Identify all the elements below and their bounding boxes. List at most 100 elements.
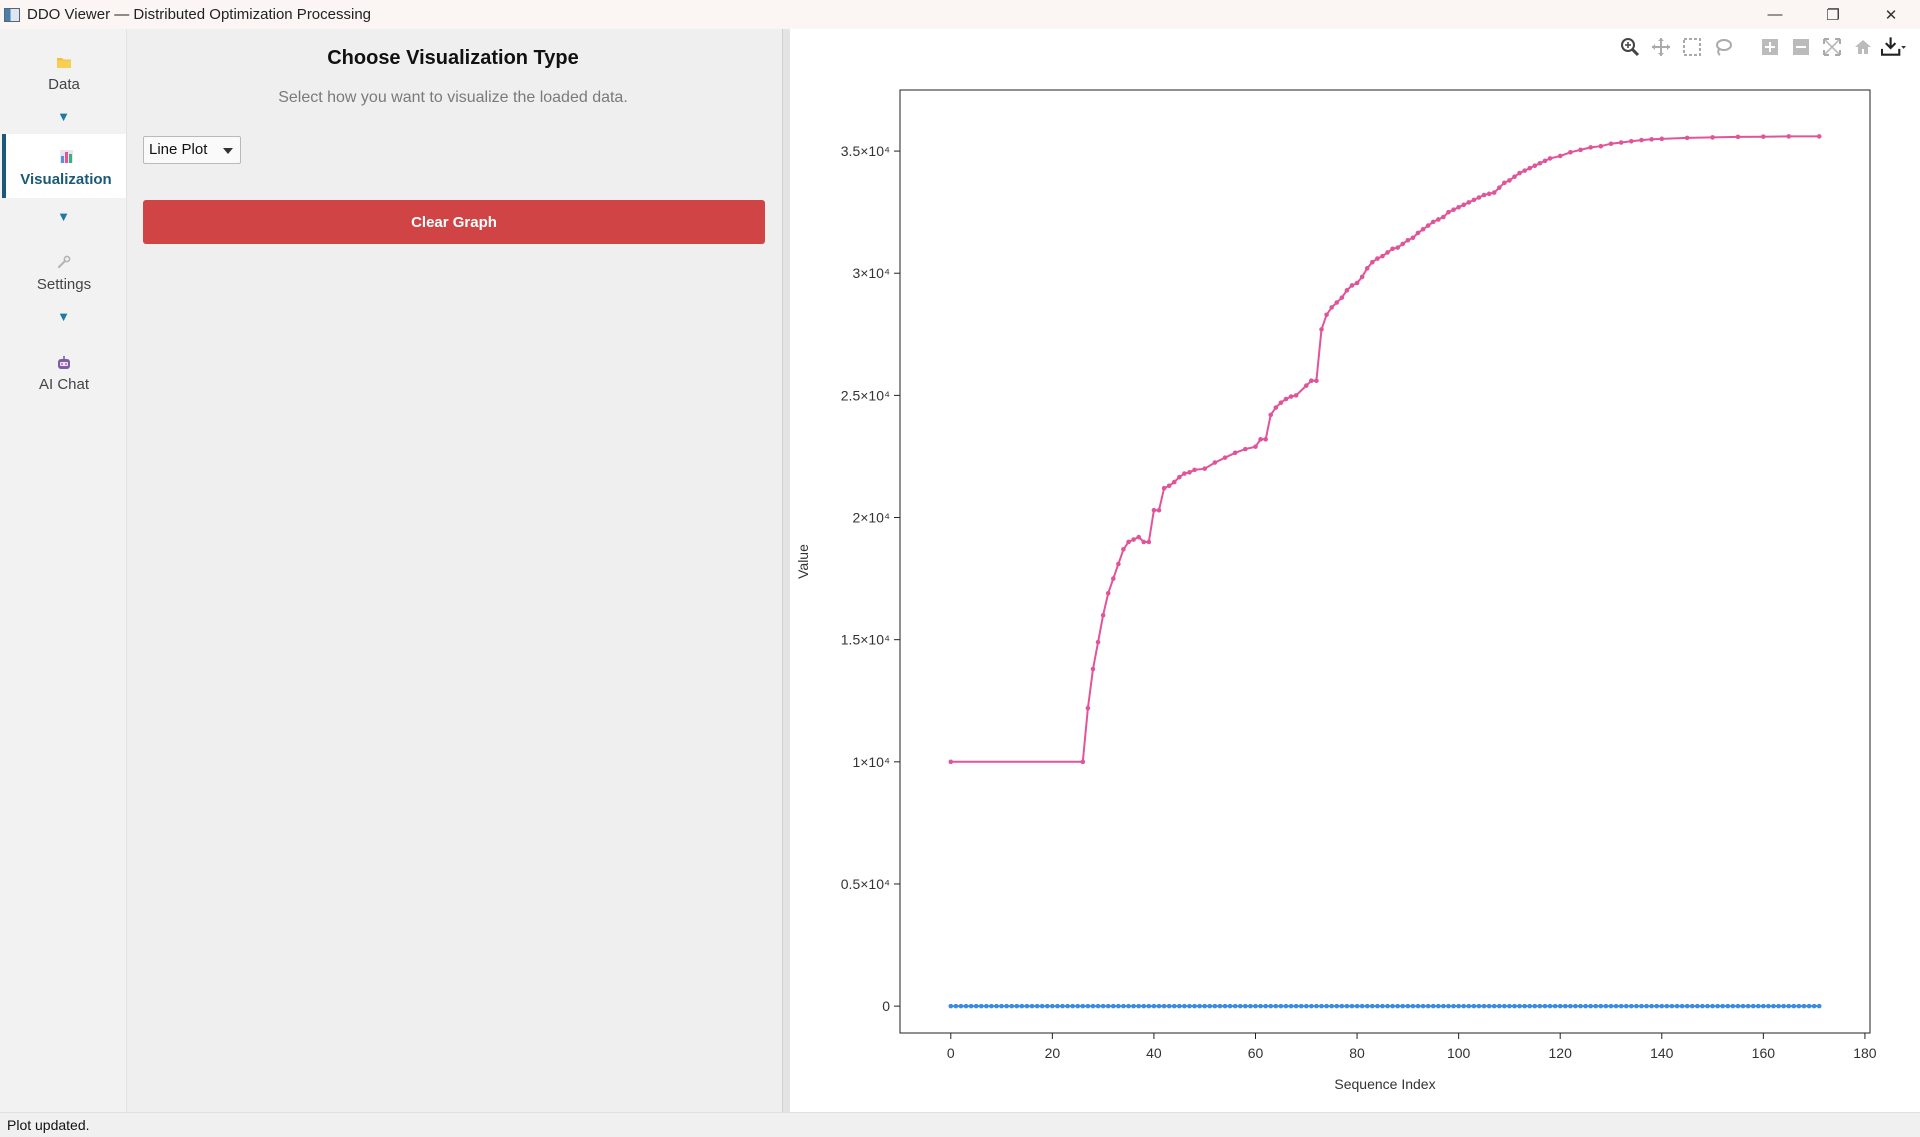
series-1-point bbox=[1542, 1003, 1548, 1009]
series-0-point bbox=[1309, 378, 1314, 384]
series-1-point bbox=[1720, 1003, 1726, 1009]
series-0-point bbox=[1608, 141, 1614, 147]
series-1-point bbox=[1796, 1003, 1802, 1009]
sidebar-item-settings[interactable]: Settings bbox=[2, 239, 126, 303]
series-0-point bbox=[1537, 160, 1543, 166]
series-0-point bbox=[1232, 450, 1238, 456]
series-1-point bbox=[1334, 1003, 1340, 1009]
series-1-point bbox=[1370, 1003, 1375, 1009]
y-tick-label: 3×10⁴ bbox=[852, 265, 890, 281]
series-0-point bbox=[1324, 312, 1329, 318]
series-1-point bbox=[978, 1003, 984, 1009]
zoom-out-icon[interactable] bbox=[1788, 35, 1813, 59]
series-0-point bbox=[1710, 135, 1715, 140]
x-tick-label: 140 bbox=[1650, 1045, 1674, 1061]
series-1-point bbox=[1314, 1003, 1319, 1009]
download-icon[interactable] bbox=[1881, 35, 1906, 59]
autoscale-icon[interactable] bbox=[1819, 35, 1844, 59]
line-chart[interactable]: 0 20 40 60 80 100 120 140 160 180 0 0.5×10⁴ 1×10⁴ 1.… bbox=[790, 29, 1920, 1109]
series-1-point bbox=[1136, 1003, 1141, 1009]
series-1-point bbox=[1131, 1003, 1136, 1009]
reset-home-icon[interactable] bbox=[1850, 35, 1875, 59]
series-0-point bbox=[1182, 471, 1187, 476]
series-1-point bbox=[1024, 1003, 1030, 1009]
series-1-point bbox=[1547, 1003, 1553, 1009]
series-1-point bbox=[1415, 1003, 1421, 1009]
pan-icon[interactable] bbox=[1648, 35, 1673, 59]
series-0-point bbox=[1253, 444, 1258, 449]
zoom-icon[interactable] bbox=[1617, 35, 1642, 59]
sidebar-item-visualization[interactable]: Visualization bbox=[2, 134, 126, 198]
y-tick-label: 3.5×10⁴ bbox=[841, 143, 890, 159]
series-1-point bbox=[1801, 1003, 1807, 1009]
sidebar: Data ▼ Visualization ▼ Settings ▼ AI Cha… bbox=[0, 29, 127, 1112]
series-0-point bbox=[1405, 237, 1411, 243]
series-1-point bbox=[1806, 1003, 1812, 1009]
series-1-point bbox=[1639, 1003, 1644, 1009]
series-0-point bbox=[1278, 400, 1284, 406]
series-0-point bbox=[1430, 219, 1436, 225]
series-1-point bbox=[1730, 1003, 1736, 1009]
series-1-point bbox=[1161, 1003, 1167, 1009]
lasso-icon[interactable] bbox=[1710, 35, 1735, 59]
series-0-point bbox=[1161, 485, 1167, 491]
series-1-point bbox=[1491, 1003, 1497, 1009]
sidebar-item-ai-chat[interactable]: AI Chat bbox=[2, 339, 126, 403]
box-select-icon[interactable] bbox=[1679, 35, 1704, 59]
series-1-point bbox=[1060, 1003, 1065, 1009]
series-1-point bbox=[1283, 1003, 1289, 1009]
series-1-point bbox=[1420, 1003, 1426, 1009]
x-axis-ticks: 0 20 40 60 80 100 120 140 160 180 bbox=[947, 1033, 1877, 1061]
zoom-in-icon[interactable] bbox=[1757, 35, 1782, 59]
series-0-point bbox=[1761, 134, 1766, 139]
panel-splitter[interactable] bbox=[782, 29, 790, 1112]
series-0-point bbox=[1522, 168, 1527, 173]
series-1-point bbox=[1456, 1003, 1461, 1009]
series-1-point bbox=[1227, 1003, 1233, 1009]
series-1-point bbox=[1090, 1003, 1096, 1009]
series-0-point bbox=[1441, 214, 1446, 220]
series-0-point bbox=[1451, 207, 1456, 213]
series-0-point bbox=[1786, 134, 1792, 139]
series-0-point bbox=[1476, 195, 1482, 200]
series-0-point bbox=[1420, 226, 1426, 232]
series-1-point bbox=[1202, 1003, 1208, 1009]
x-tick-label: 0 bbox=[947, 1045, 955, 1061]
series-0-point bbox=[1319, 327, 1324, 332]
series-1-point bbox=[1593, 1003, 1599, 1009]
robot-icon bbox=[2, 355, 126, 373]
series-1-point bbox=[1156, 1003, 1162, 1009]
title-bar: DDO Viewer — Distributed Optimization Pr… bbox=[0, 0, 1920, 29]
series-1-point bbox=[1532, 1003, 1538, 1009]
series-0-point bbox=[1461, 202, 1467, 208]
series-1-point bbox=[1319, 1003, 1324, 1009]
series-1-point bbox=[1466, 1003, 1472, 1009]
series-0-point bbox=[1436, 217, 1441, 222]
restore-button[interactable]: ❐ bbox=[1826, 6, 1840, 24]
minimize-button[interactable]: — bbox=[1767, 6, 1783, 23]
series-1-point bbox=[1573, 1003, 1578, 1009]
series-1-point bbox=[1222, 1003, 1228, 1009]
series-1-point bbox=[1507, 1003, 1512, 1009]
series-0-point bbox=[1684, 135, 1690, 141]
clear-graph-button[interactable]: Clear Graph bbox=[143, 200, 765, 244]
series-1-point bbox=[1634, 1003, 1639, 1009]
series-1-point bbox=[1811, 1003, 1817, 1009]
series-1-point bbox=[1146, 1003, 1152, 1009]
series-1-point bbox=[1659, 1003, 1665, 1009]
series-1-point bbox=[1436, 1003, 1441, 1009]
close-button[interactable]: ✕ bbox=[1884, 6, 1898, 24]
series-1-point bbox=[1034, 1003, 1040, 1009]
series-0-point bbox=[1100, 612, 1106, 618]
x-tick-label: 40 bbox=[1146, 1045, 1162, 1061]
series-0-line bbox=[950, 135, 1820, 763]
series-0-point bbox=[1735, 134, 1741, 140]
series-1-point bbox=[1253, 1003, 1258, 1009]
sidebar-item-data[interactable]: Data bbox=[2, 39, 126, 103]
series-1-point bbox=[953, 1003, 959, 1009]
series-1-point bbox=[1166, 1003, 1172, 1009]
visualization-type-select[interactable]: Line Plot bbox=[143, 136, 241, 164]
series-1-point bbox=[1075, 1003, 1081, 1009]
sidebar-item-label: Settings bbox=[36, 276, 92, 293]
series-1-point bbox=[1679, 1003, 1685, 1009]
